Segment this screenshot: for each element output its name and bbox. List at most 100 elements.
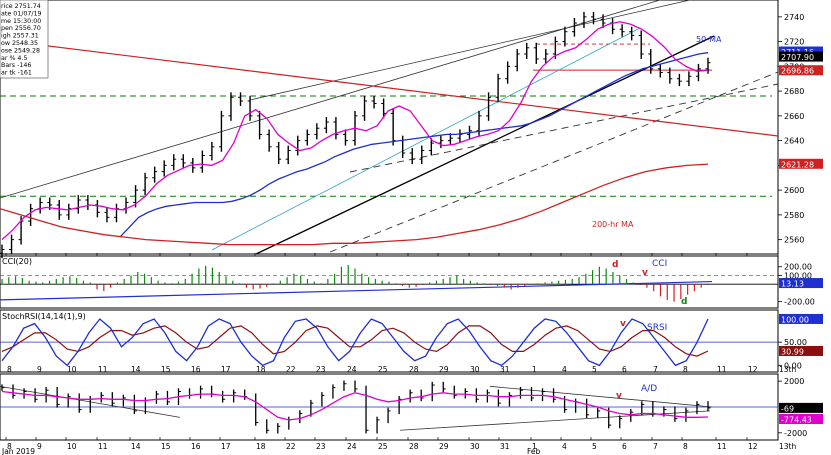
x-tick-label: 14 bbox=[131, 365, 141, 374]
x-tick-label: 13th bbox=[779, 442, 796, 451]
value-tag bbox=[779, 51, 823, 62]
cci-layer bbox=[0, 264, 778, 302]
srsi-layer bbox=[0, 318, 778, 367]
info-line: me 15:30:00 bbox=[1, 18, 41, 25]
x-tick-label: 4 bbox=[562, 442, 567, 451]
info-line: ose 2549.28 bbox=[1, 47, 40, 54]
value-tag-text: 2707.90 bbox=[781, 53, 814, 62]
info-line: rice 2751.74 bbox=[1, 3, 41, 10]
x-tick-label: 9 bbox=[37, 365, 42, 374]
downtrend-line bbox=[0, 39, 779, 137]
value-tag bbox=[779, 402, 823, 413]
info-box: rice 2751.74 ate 01/07/19 me 15:30:00 pen 2… bbox=[0, 0, 49, 79]
x-tick-label: 16 bbox=[191, 365, 201, 374]
channel-line bbox=[0, 0, 661, 199]
x-tick-label: 29 bbox=[439, 365, 449, 374]
y-tick-label: 50.00 bbox=[784, 338, 807, 347]
x-tick-label: 7 bbox=[653, 365, 658, 374]
value-tag-text: -69 bbox=[781, 404, 794, 413]
srsi-d-line bbox=[1, 325, 709, 357]
x-tick-label: 13th bbox=[779, 365, 796, 374]
x-tick-label: 17 bbox=[221, 365, 231, 374]
info-line: pen 2556.70 bbox=[1, 25, 41, 32]
x-tick-label: 25 bbox=[378, 365, 388, 374]
x-tick-label: 15 bbox=[161, 442, 171, 451]
x-tick-label: 29 bbox=[439, 442, 449, 451]
y-tick-label: 2720 bbox=[784, 38, 804, 47]
x-tick-label: 5 bbox=[592, 365, 597, 374]
x-tick-label: 23 bbox=[316, 442, 326, 451]
srsi-mark-v: v bbox=[620, 319, 626, 329]
x-tick-label: 7 bbox=[653, 442, 658, 451]
x-tick-label: 11 bbox=[717, 442, 727, 451]
x-tick-label: 25 bbox=[378, 442, 388, 451]
x-tick-label: 11 bbox=[98, 365, 108, 374]
srsi-k-line bbox=[1, 318, 709, 367]
value-tag-text: 30.99 bbox=[781, 347, 804, 356]
value-tag bbox=[779, 46, 823, 57]
ma50-label: 50-MA bbox=[696, 35, 722, 44]
y-tick-label: 2640 bbox=[784, 137, 804, 146]
x-tick-label: 11 bbox=[98, 442, 108, 451]
x-tick-label: 24 bbox=[347, 365, 357, 374]
value-tag bbox=[779, 313, 823, 324]
y-tick-label: -2000 bbox=[784, 429, 807, 438]
y-axis-layer: 2560258026002620264026602680270027202740… bbox=[778, 13, 823, 438]
dashed-trend-line bbox=[329, 71, 779, 253]
y-tick-label: 100.00 bbox=[784, 271, 812, 280]
x-tick-label: 1 bbox=[532, 365, 537, 374]
channel-line bbox=[211, 27, 641, 251]
cci-mark-v: v bbox=[642, 268, 648, 278]
x-tick-label: 10 bbox=[67, 365, 77, 374]
month-label: Feb bbox=[527, 447, 541, 455]
y-tick-label: 2600 bbox=[784, 186, 804, 195]
ad-ma-line bbox=[1, 390, 709, 421]
value-tag-text: 2621.28 bbox=[781, 160, 814, 169]
y-tick-label: 2660 bbox=[784, 112, 804, 121]
value-tag-text: 100.00 bbox=[781, 315, 809, 324]
ma200-line bbox=[0, 163, 709, 246]
srsi-title: StochRSI(14,14(1),9) bbox=[2, 312, 86, 321]
info-line: igh 2557.31 bbox=[1, 33, 39, 40]
info-line: Bars -146 bbox=[1, 62, 31, 69]
srsi-annotation: SRSI bbox=[647, 323, 667, 333]
cci-trend-line bbox=[0, 280, 713, 301]
x-tick-label: 18 bbox=[256, 365, 266, 374]
uptrend-line bbox=[255, 35, 715, 255]
info-box-text: rice 2751.74 ate 01/07/19 me 15:30:00 pen 2… bbox=[1, 3, 41, 77]
x-tick-label: 30 bbox=[470, 442, 480, 451]
ad-layer bbox=[0, 380, 778, 434]
price-panel bbox=[0, 0, 779, 255]
short-ma-line bbox=[1, 21, 709, 241]
x-tick-label: 24 bbox=[347, 442, 357, 451]
x-tick-label: 6 bbox=[622, 442, 627, 451]
x-tick-label: 1 bbox=[532, 442, 537, 451]
x-tick-label: 5 bbox=[592, 442, 597, 451]
srsi-panel bbox=[0, 309, 779, 373]
x-tick-label: 12 bbox=[748, 365, 758, 374]
x-tick-label: 17 bbox=[221, 442, 231, 451]
x-tick-label: 6 bbox=[622, 365, 627, 374]
y-tick-label: 200.00 bbox=[784, 263, 812, 272]
value-tag-text: -774.43 bbox=[781, 415, 812, 424]
ad-mark-v: v bbox=[616, 391, 622, 401]
x-tick-label: 12 bbox=[748, 442, 758, 451]
x-tick-label: 8 bbox=[7, 442, 12, 451]
cci-annotation: CCI bbox=[652, 259, 667, 269]
y-tick-label: -200.00 bbox=[784, 298, 815, 307]
value-tag bbox=[779, 345, 823, 356]
y-tick-label: 2740 bbox=[784, 13, 804, 22]
ad-annotation: A/D bbox=[641, 384, 657, 394]
x-tick-label: 18 bbox=[256, 442, 266, 451]
x-tick-label: 4 bbox=[562, 365, 567, 374]
info-line: ow 2548.35 bbox=[1, 40, 38, 47]
x-tick-label: 22 bbox=[286, 442, 296, 451]
x-tick-label: 28 bbox=[409, 442, 419, 451]
ma50-line bbox=[119, 52, 709, 238]
x-tick-label: 28 bbox=[409, 365, 419, 374]
y-tick-label: 2560 bbox=[784, 236, 804, 245]
y-tick-label: 2000 bbox=[784, 377, 804, 386]
value-tag-text: 13.13 bbox=[781, 280, 804, 289]
info-line: ar % 4.5 bbox=[1, 55, 27, 62]
x-axis: 8 9 10 11 14 15 16 17 18 22 23 24 25 28 29 30 31 1 4 5 6 7 8 11… bbox=[1, 253, 796, 455]
